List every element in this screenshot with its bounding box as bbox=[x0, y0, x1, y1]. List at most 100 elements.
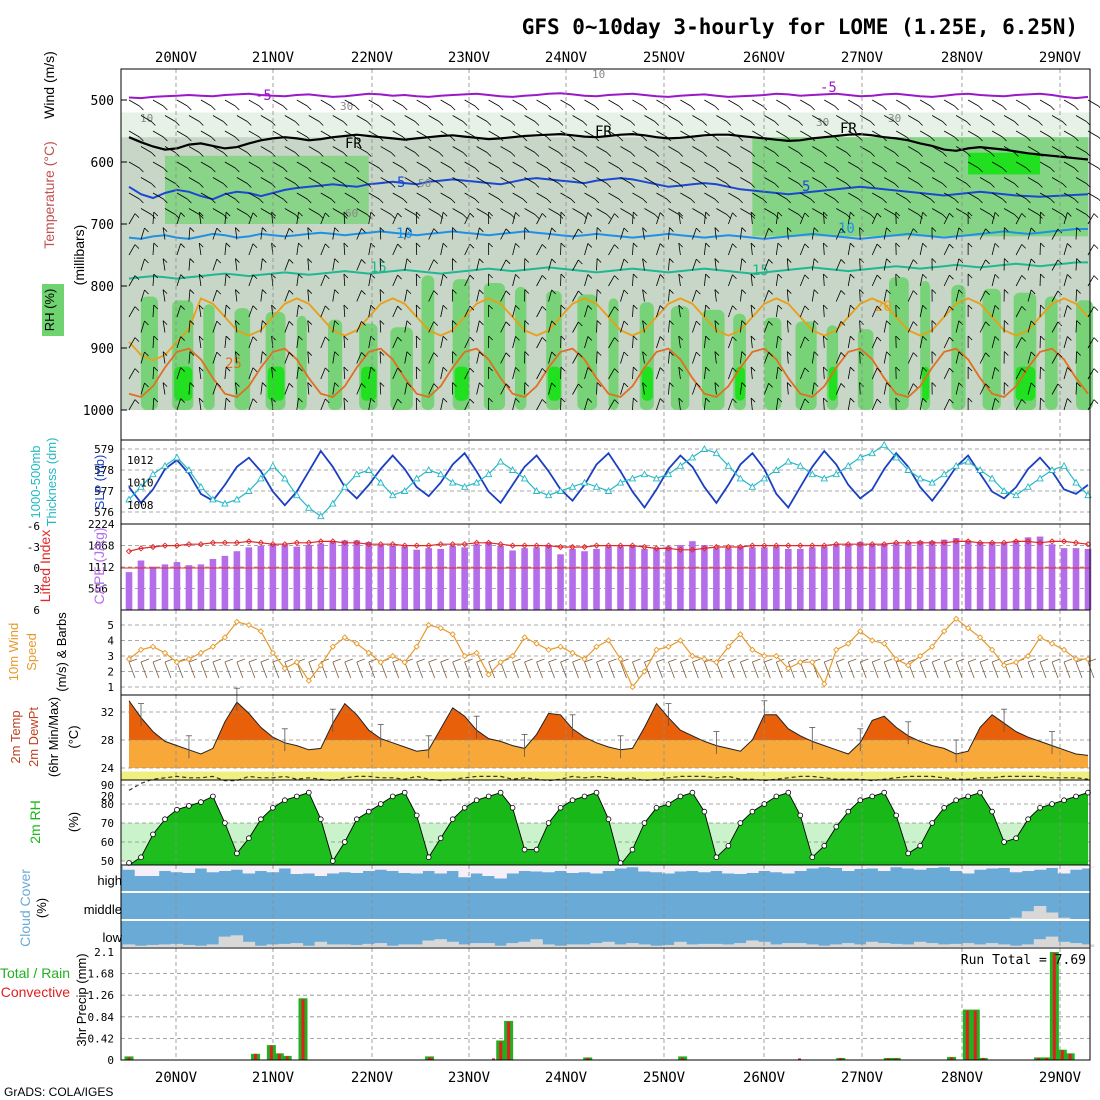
wind-barb-flag bbox=[144, 227, 149, 233]
wind-barb bbox=[152, 243, 155, 256]
wind-barb bbox=[536, 99, 548, 107]
wind-barb-flag bbox=[334, 320, 339, 325]
wind-barb bbox=[379, 258, 382, 271]
wind10-barb bbox=[584, 661, 591, 679]
wind-barb-flag bbox=[614, 213, 619, 218]
wind10-barb-flag bbox=[452, 658, 461, 663]
wind-barb-flag bbox=[966, 214, 971, 219]
wind-barb bbox=[248, 305, 254, 318]
thickness-point bbox=[209, 495, 217, 503]
wind-barb bbox=[332, 351, 336, 364]
wind-barb-flag bbox=[834, 167, 839, 173]
wind-barb bbox=[392, 398, 398, 411]
precip-conv-bar bbox=[586, 1057, 590, 1060]
wind-barb-flag bbox=[1030, 289, 1036, 295]
cape-bar bbox=[880, 543, 888, 610]
cape-bar bbox=[665, 546, 672, 610]
wind-barb-flag bbox=[1021, 337, 1026, 342]
wind-barb-flag bbox=[390, 152, 396, 157]
wind-barb bbox=[404, 289, 408, 302]
wind-barb bbox=[642, 227, 645, 240]
wind-barb-flag bbox=[262, 382, 267, 387]
wind-barb bbox=[632, 161, 644, 169]
wind-barb bbox=[967, 99, 979, 107]
wind-barb-flag bbox=[666, 136, 672, 142]
cloud-high-bar bbox=[722, 866, 735, 874]
wind-barb bbox=[656, 305, 661, 318]
thickness-label-a: 1000-500mb bbox=[28, 446, 43, 519]
wind-barb-flag bbox=[1030, 258, 1036, 264]
wind-barb bbox=[907, 259, 914, 271]
wind-barb-flag bbox=[614, 368, 619, 373]
wind-barb-flag bbox=[633, 273, 638, 279]
wind-barb bbox=[991, 161, 1003, 169]
wind-barb-flag bbox=[163, 198, 168, 204]
lifted-index-point bbox=[629, 542, 636, 549]
wind-barb-flag bbox=[846, 183, 851, 188]
thickness-tick: 576 bbox=[94, 506, 114, 519]
wind-barb bbox=[188, 177, 200, 184]
wind-barb-flag bbox=[702, 183, 708, 188]
wind-barb bbox=[750, 336, 753, 349]
wind-barb bbox=[727, 243, 733, 256]
wind-barb-flag bbox=[505, 352, 511, 358]
wind-barb-flag bbox=[750, 211, 756, 217]
wind-barb-flag bbox=[325, 274, 330, 280]
lifted-index-point bbox=[461, 541, 468, 548]
temp2m-label-c: (6hr Min/Max) bbox=[46, 697, 61, 777]
wind-barb-flag bbox=[1074, 136, 1079, 142]
lifted-index-point bbox=[653, 545, 660, 552]
wind-barb-flag bbox=[606, 121, 612, 126]
wind-barb-flag bbox=[614, 337, 619, 342]
lifted-index-point bbox=[197, 541, 205, 548]
wind10-point bbox=[125, 655, 133, 663]
thickness-point bbox=[868, 449, 876, 457]
wind-barb bbox=[728, 130, 739, 138]
wind-barb-flag bbox=[524, 258, 530, 263]
wind-barb-flag bbox=[163, 136, 168, 142]
wind-barb bbox=[692, 177, 704, 184]
wind-barb-flag bbox=[271, 242, 276, 248]
wind-barb bbox=[260, 289, 263, 302]
wind10-barb bbox=[140, 661, 148, 679]
wind-barb-flag bbox=[777, 242, 783, 248]
rh-core bbox=[735, 366, 745, 401]
cloud-low-bar bbox=[434, 939, 447, 947]
wind-barb bbox=[788, 177, 799, 184]
wind-barb bbox=[835, 228, 842, 240]
wind10-barb bbox=[500, 661, 507, 679]
wind10-barb-flag bbox=[991, 658, 1001, 663]
wind-barb-flag bbox=[990, 121, 995, 126]
wind-barb bbox=[152, 192, 164, 200]
wind-barb bbox=[620, 146, 632, 153]
precip-conv-bar bbox=[973, 1010, 977, 1060]
cape-tick: 1112 bbox=[88, 561, 115, 574]
wind-barb-flag bbox=[659, 367, 665, 372]
wind-barb bbox=[176, 305, 182, 318]
wind-barb bbox=[919, 398, 924, 411]
wind10-point bbox=[905, 662, 912, 669]
cloud-low-bar bbox=[530, 939, 543, 947]
wind-barb-flag bbox=[258, 105, 264, 111]
wind-barb bbox=[584, 161, 596, 169]
wind-barb bbox=[260, 227, 263, 240]
lifted-index-point bbox=[1036, 539, 1044, 546]
wind-barb-flag bbox=[774, 214, 780, 219]
wind-barb bbox=[272, 130, 284, 138]
wind10-point bbox=[821, 680, 828, 688]
wind-barb bbox=[440, 161, 452, 169]
thickness-point bbox=[460, 482, 469, 490]
wind-barb bbox=[656, 274, 661, 287]
wind-barb-flag bbox=[343, 335, 349, 341]
rh2m-point bbox=[521, 846, 528, 853]
wind-barb bbox=[704, 243, 707, 256]
wind-barb bbox=[991, 398, 996, 411]
wind10-barb-flag bbox=[428, 658, 437, 663]
wind-barb-flag bbox=[343, 366, 349, 372]
wind10-barb-flag bbox=[692, 658, 701, 663]
cloud-high-bar bbox=[326, 866, 340, 874]
wind-barb-flag bbox=[922, 335, 927, 341]
wind-barb bbox=[620, 382, 625, 395]
cloud-high-bar bbox=[302, 866, 316, 874]
wind-barb bbox=[1027, 115, 1039, 122]
